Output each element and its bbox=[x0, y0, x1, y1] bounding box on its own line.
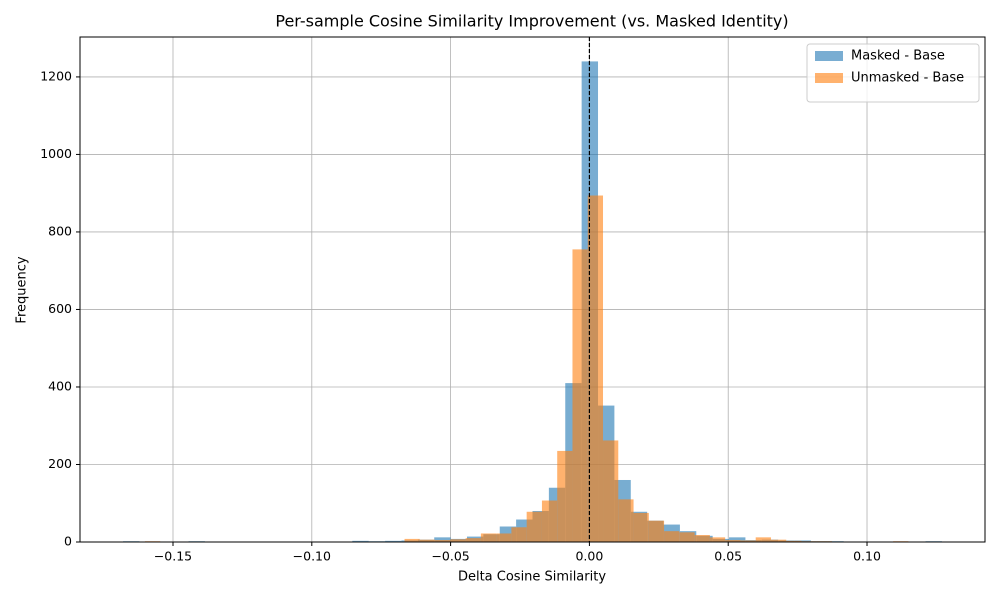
x-tick-label: 0.10 bbox=[853, 549, 881, 564]
grid bbox=[80, 37, 985, 543]
x-tick-label: −0.10 bbox=[293, 549, 331, 564]
bar bbox=[786, 540, 802, 542]
y-tick-label: 200 bbox=[48, 456, 72, 471]
bar bbox=[633, 512, 649, 542]
bar bbox=[480, 533, 497, 542]
x-tick-label: −0.15 bbox=[154, 549, 192, 564]
series bbox=[144, 195, 909, 543]
legend-label: Masked - Base bbox=[851, 49, 945, 64]
y-tick-label: 800 bbox=[48, 223, 72, 238]
chart-title: Per-sample Cosine Similarity Improvement… bbox=[275, 12, 788, 31]
bar bbox=[603, 440, 619, 542]
bar bbox=[541, 500, 558, 542]
plot-frame bbox=[79, 36, 986, 543]
bar bbox=[450, 539, 466, 542]
bar bbox=[557, 450, 573, 542]
bar bbox=[587, 195, 604, 543]
y-tick-label: 600 bbox=[48, 301, 72, 316]
bar bbox=[740, 540, 756, 542]
x-tick-label: 0.00 bbox=[575, 549, 603, 564]
bar bbox=[679, 532, 695, 542]
y-tick-label: 400 bbox=[48, 378, 72, 393]
y-tick-label: 1200 bbox=[40, 68, 72, 83]
bar bbox=[729, 537, 746, 542]
series bbox=[123, 61, 942, 543]
legend-box bbox=[806, 43, 980, 103]
bar bbox=[648, 520, 665, 542]
bar bbox=[770, 539, 787, 542]
bar bbox=[572, 249, 588, 543]
bar bbox=[385, 540, 402, 542]
bar bbox=[419, 539, 436, 542]
bar bbox=[511, 527, 527, 542]
bar bbox=[435, 540, 451, 542]
x-axis-label: Delta Cosine Similarity bbox=[458, 570, 606, 585]
bar bbox=[709, 537, 726, 542]
y-axis-label: Frequency bbox=[15, 256, 30, 323]
bar bbox=[465, 538, 481, 542]
legend-label: Unmasked - Base bbox=[851, 71, 964, 86]
bar bbox=[526, 511, 542, 542]
bar bbox=[352, 540, 369, 542]
x-tick-label: −0.05 bbox=[431, 549, 469, 564]
bar bbox=[694, 535, 710, 542]
legend-swatch bbox=[815, 73, 843, 83]
y-tick-label: 1000 bbox=[40, 146, 72, 161]
y-tick-label: 0 bbox=[64, 534, 72, 549]
bar bbox=[755, 537, 771, 542]
legend-swatch bbox=[815, 51, 843, 61]
bar bbox=[404, 538, 420, 542]
bar bbox=[434, 537, 451, 542]
bar bbox=[496, 533, 512, 542]
x-tick-label: 0.05 bbox=[714, 549, 742, 564]
bar bbox=[725, 540, 741, 542]
bar bbox=[664, 531, 680, 542]
bar bbox=[618, 499, 634, 542]
